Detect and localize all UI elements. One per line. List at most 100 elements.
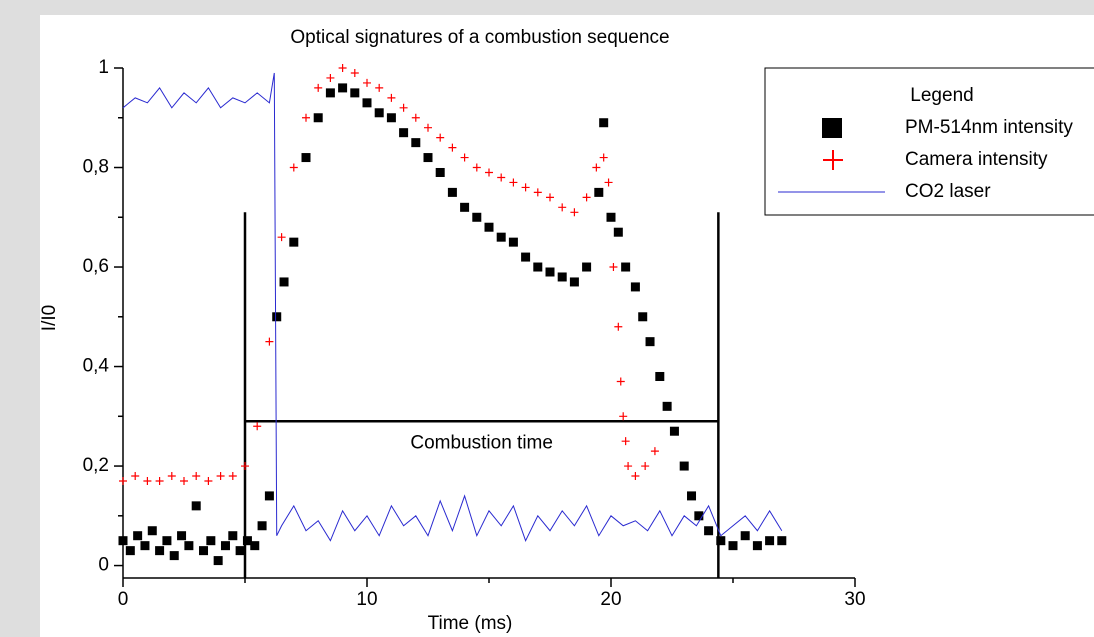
camera-point: [604, 178, 613, 187]
camera-point: [650, 447, 659, 456]
pm-point: [423, 153, 433, 163]
camera-point: [375, 83, 384, 92]
pm-point: [350, 88, 360, 98]
pm-point: [279, 277, 289, 287]
pm-point: [740, 531, 750, 541]
camera-point: [387, 93, 396, 102]
pm-point: [777, 536, 787, 546]
camera-point: [228, 472, 237, 480]
camera-point: [436, 133, 445, 142]
pm-point: [594, 187, 604, 197]
x-tick-label: 10: [356, 589, 377, 610]
pm-point: [184, 541, 194, 551]
camera-point: [570, 208, 579, 217]
pm-point: [125, 546, 135, 556]
pm-point: [147, 526, 157, 536]
pm-point: [169, 551, 179, 561]
camera-point: [609, 263, 618, 272]
pm-point: [533, 262, 543, 272]
camera-point: [619, 412, 628, 421]
camera-point: [521, 183, 530, 192]
camera-point: [497, 173, 506, 182]
x-axis-label: Time (ms): [428, 613, 513, 634]
camera-point: [616, 377, 625, 386]
camera-point: [448, 143, 457, 152]
pm-point: [206, 536, 216, 546]
pm-point: [411, 138, 421, 148]
pm-point: [140, 541, 150, 551]
camera-point: [485, 168, 493, 177]
pm-point: [386, 113, 396, 123]
pm-point: [191, 501, 201, 511]
pm-point: [447, 187, 457, 197]
y-tick-label: 0,8: [83, 157, 109, 178]
camera-point: [582, 193, 591, 202]
camera-point: [509, 178, 518, 187]
pm-point: [687, 491, 697, 501]
pm-point: [228, 531, 238, 541]
camera-point: [363, 78, 371, 87]
camera-point: [641, 462, 650, 471]
pm-point: [118, 536, 128, 546]
camera-point: [277, 233, 286, 242]
legend-title: Legend: [910, 85, 973, 106]
pm-point: [264, 491, 274, 501]
pm-point: [257, 521, 267, 531]
pm-point: [242, 536, 252, 546]
camera-point: [131, 472, 140, 480]
pm-point: [235, 546, 245, 556]
camera-point: [424, 123, 432, 132]
camera-point: [350, 68, 359, 77]
camera-point: [241, 462, 249, 471]
camera-point: [338, 64, 347, 72]
camera-point: [621, 437, 630, 446]
camera-point: [533, 188, 542, 197]
pm-point: [679, 461, 689, 471]
x-tick-label: 20: [600, 589, 621, 610]
annotation-text: Combustion time: [410, 432, 553, 453]
pm-point: [508, 237, 518, 247]
pm-point: [289, 237, 299, 247]
pm-point: [716, 536, 726, 546]
legend-label: CO2 laser: [905, 181, 991, 202]
pm-point: [765, 536, 775, 546]
camera-point: [289, 163, 298, 172]
pm-point: [521, 252, 531, 262]
pm-point: [325, 88, 335, 98]
camera-point: [399, 103, 408, 112]
pm-point: [613, 227, 623, 237]
camera-point: [143, 476, 152, 485]
camera-point: [302, 113, 310, 122]
legend-box: [764, 67, 1094, 216]
legend-label: Camera intensity: [905, 149, 1048, 170]
camera-point: [614, 322, 623, 331]
pm-point: [301, 153, 311, 163]
y-tick-label: 1: [98, 57, 109, 78]
pm-point: [374, 108, 384, 118]
x-tick-label: 30: [844, 589, 865, 610]
camera-point: [558, 203, 567, 212]
camera-point: [253, 422, 262, 431]
camera-point: [624, 462, 633, 471]
x-tick-label: 0: [118, 589, 129, 610]
pm-point: [155, 546, 165, 556]
camera-point: [592, 163, 601, 172]
pm-point: [545, 267, 555, 277]
camera-point: [599, 153, 608, 162]
legend-swatch: [822, 118, 842, 138]
pm-point: [655, 371, 665, 381]
pm-point: [162, 536, 172, 546]
y-tick-label: 0,2: [83, 455, 109, 476]
pm-point: [704, 526, 714, 536]
pm-point: [272, 312, 282, 322]
pm-point: [362, 98, 372, 108]
pm-point: [496, 232, 506, 242]
camera-point: [411, 113, 420, 122]
pm-point: [435, 167, 445, 177]
camera-point: [265, 337, 274, 346]
camera-point: [472, 163, 481, 172]
pm-point: [133, 531, 143, 541]
pm-point: [484, 222, 494, 232]
pm-point: [199, 546, 209, 556]
